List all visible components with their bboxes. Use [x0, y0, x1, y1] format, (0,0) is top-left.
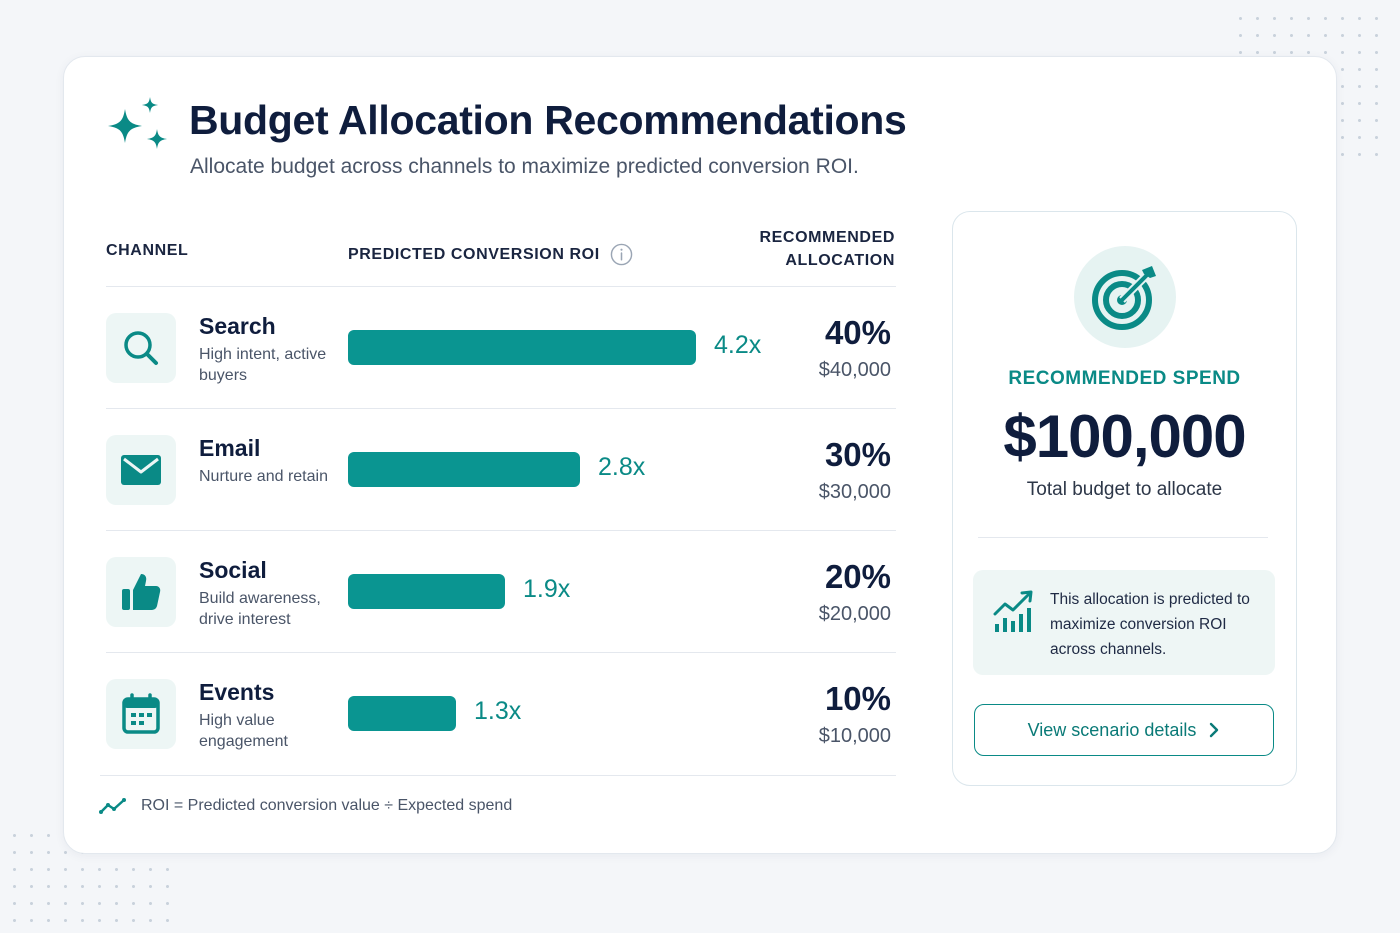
channel-description: Nurture and retain [199, 468, 328, 485]
roi-bar [348, 574, 505, 609]
thumbs-up-icon [122, 574, 161, 610]
column-header-allocation-line1: RECOMMENDED [759, 229, 895, 246]
chevron-right-icon [1210, 722, 1219, 738]
column-header-roi: PREDICTED CONVERSION ROI [348, 243, 633, 266]
roi-value: 2.8x [598, 453, 646, 481]
roi-footnote-text: ROI = Predicted conversion value ÷ Expec… [141, 797, 513, 814]
channel-name: Email [199, 435, 261, 461]
allocation-amount: $30,000 [818, 481, 891, 503]
column-header-channel: CHANNEL [106, 242, 189, 259]
page-subtitle: Allocate budget across channels to maxim… [190, 155, 859, 178]
allocation-percent: 20% [824, 558, 891, 595]
column-header-allocation-line2: ALLOCATION [785, 252, 895, 269]
roi-bar [348, 330, 696, 365]
growth-chart-icon [993, 590, 1033, 632]
sparkles-icon [108, 97, 167, 149]
mail-icon [121, 455, 161, 485]
target-icon-circle [1074, 246, 1176, 348]
prediction-note-text: This allocation is predicted to maximize… [1050, 591, 1250, 658]
recommended-spend-amount: $100,000 [1003, 403, 1246, 470]
channel-icon-box [106, 679, 176, 749]
channel-row-search: Search High intent, active buyers 4.2x 4… [106, 287, 896, 409]
row-divider [106, 530, 896, 531]
channel-description: High value engagement [199, 712, 288, 750]
channel-row-events: Events High value engagement 1.3x 10% $1… [106, 653, 896, 775]
table-bottom-divider [100, 775, 896, 776]
page-title: Budget Allocation Recommendations [189, 97, 907, 143]
channel-name: Events [199, 679, 275, 705]
column-header-allocation: RECOMMENDED ALLOCATION [760, 226, 896, 272]
table-header-divider [106, 286, 896, 287]
roi-bar [348, 452, 580, 487]
column-header-roi-label: PREDICTED CONVERSION ROI [348, 245, 600, 263]
recommended-spend-label: RECOMMENDED SPEND [1008, 368, 1241, 389]
panel-divider [978, 537, 1268, 538]
row-divider [106, 408, 896, 409]
prediction-note: This allocation is predicted to maximize… [973, 570, 1275, 675]
channel-row-email: Email Nurture and retain 2.8x 30% $30,00… [106, 409, 896, 531]
channel-description: Build awareness, drive interest [199, 590, 321, 628]
channel-name: Search [199, 313, 276, 339]
roi-value: 1.9x [523, 575, 571, 603]
allocation-percent: 10% [824, 680, 891, 717]
roi-value: 1.3x [474, 697, 522, 725]
recommended-spend-caption: Total budget to allocate [1026, 479, 1223, 500]
channel-description: High intent, active buyers [199, 346, 327, 384]
roi-bar [348, 696, 456, 731]
channel-row-social: Social Build awareness, drive interest 1… [106, 531, 896, 653]
channel-icon-box [106, 313, 176, 383]
allocation-percent: 30% [824, 436, 891, 473]
target-icon [1092, 266, 1156, 330]
allocation-amount: $20,000 [818, 603, 891, 625]
allocation-amount: $40,000 [818, 359, 891, 381]
roi-value: 4.2x [714, 331, 762, 359]
search-icon [124, 331, 158, 365]
trend-line-icon [99, 798, 126, 814]
channel-icon-box [106, 435, 176, 505]
info-icon[interactable] [610, 243, 633, 266]
allocation-percent: 40% [824, 314, 891, 351]
roi-footnote: ROI = Predicted conversion value ÷ Expec… [99, 797, 512, 815]
channel-icon-box [106, 557, 176, 627]
recommended-spend-panel: RECOMMENDED SPEND $100,000 Total budget … [952, 211, 1297, 786]
view-scenario-details-button[interactable]: View scenario details [974, 704, 1274, 756]
calendar-icon [122, 693, 160, 734]
view-scenario-details-label: View scenario details [1027, 719, 1197, 740]
channel-name: Social [199, 557, 267, 583]
row-divider [106, 652, 896, 653]
allocation-amount: $10,000 [818, 725, 891, 747]
